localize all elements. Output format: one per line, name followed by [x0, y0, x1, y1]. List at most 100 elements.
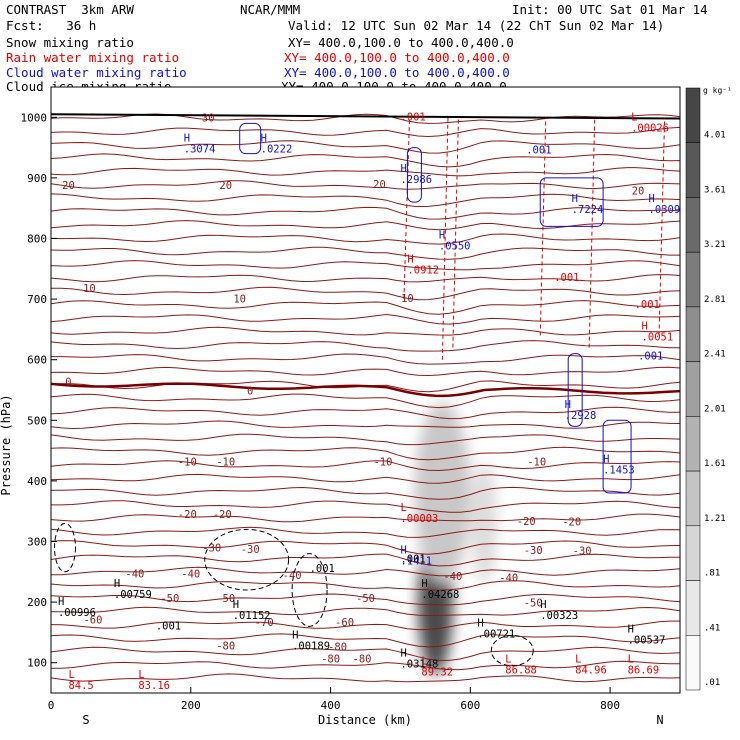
y-tick-label: 700 — [27, 293, 47, 306]
isotherm-label: 10 — [401, 293, 414, 305]
extremum-value: .00996 — [58, 607, 96, 619]
isotherm — [51, 326, 680, 336]
extremum-value: .1411 — [400, 556, 432, 568]
extremum-marker: L — [628, 654, 634, 666]
isotherm-label: -40 — [125, 569, 144, 581]
isotherm — [51, 140, 680, 154]
colorbar-tick-label: .41 — [704, 623, 720, 633]
cloud-ice-contour — [490, 634, 534, 667]
temperature-isotherms — [51, 113, 680, 683]
colorbar-swatch — [685, 525, 701, 581]
threshold-label: .001 — [526, 145, 551, 157]
isotherm-label: -60 — [335, 617, 354, 629]
x-tick-label: 0 — [48, 699, 55, 712]
field-rain-name: Rain water mixing ratio — [6, 50, 180, 65]
extremum-marker: H — [400, 648, 406, 660]
x-axis-title: Distance (km) — [318, 713, 412, 727]
isotherm-label: 20 — [62, 180, 75, 192]
isotherm — [51, 460, 680, 472]
cloud-water-contour — [567, 353, 583, 427]
cloud-water-contour — [539, 177, 604, 227]
colorbar-tick-label: 2.81 — [704, 295, 726, 305]
field-snow-xy: XY= 400.0,100.0 to 400.0,400.0 — [288, 35, 514, 50]
extremum-marker: H — [628, 623, 634, 635]
freezing-level-isotherm — [51, 382, 680, 398]
isotherm-label: -80 — [216, 641, 235, 653]
y-tick-label: 1000 — [21, 111, 48, 124]
extremum-value: .0051 — [642, 331, 674, 343]
isotherm-label: -40 — [283, 570, 302, 582]
isotherm — [51, 300, 680, 315]
y-axis-title: Pressure (hPa) — [0, 394, 13, 495]
isotherm-label: -20 — [517, 516, 536, 528]
isotherm-label: -30 — [573, 546, 592, 558]
isotherm — [51, 260, 680, 271]
isotherm-label: 20 — [373, 179, 386, 191]
isotherm-label: 0 — [65, 377, 71, 389]
rain-contour — [452, 117, 459, 348]
snow-core — [471, 462, 497, 584]
y-tick-label: 100 — [27, 657, 47, 670]
threshold-label: .001 — [310, 563, 335, 575]
isotherm — [51, 526, 680, 538]
x-tick-label: 400 — [321, 699, 341, 712]
isotherm-label: -10 — [527, 457, 546, 469]
rain-contour — [588, 117, 596, 348]
colorbar-swatch — [685, 470, 701, 527]
surface-line — [51, 113, 680, 120]
isotherm-label: -30 — [524, 545, 543, 557]
isotherm — [51, 313, 680, 325]
x-tick-label: 600 — [460, 699, 480, 712]
field-cloudwater-name: Cloud water mixing ratio — [6, 65, 187, 80]
extremum-marker: H — [572, 193, 578, 205]
center-name: NCAR/MMM — [240, 2, 301, 17]
extremum-marker: H — [292, 629, 298, 641]
extremum-value: 86.88 — [505, 665, 537, 677]
isotherm-label: -10 — [373, 457, 392, 469]
colorbar-swatch — [685, 635, 701, 691]
extremum-value: .00026 — [631, 122, 669, 134]
isotherm-label: -40 — [443, 571, 462, 583]
colorbar-swatch — [685, 251, 701, 308]
isotherm-label: 20 — [632, 186, 645, 198]
colorbar-swatch — [685, 142, 701, 198]
extremum-value: .01152 — [233, 610, 271, 622]
isotherm — [51, 660, 680, 671]
cloud-ice-contour — [204, 528, 290, 591]
extremum-value: .1453 — [603, 465, 635, 477]
threshold-label: .001 — [400, 554, 425, 566]
isotherm — [51, 233, 680, 245]
isotherm-label: 30 — [202, 112, 215, 124]
extremum-marker: H — [114, 578, 120, 590]
extremum-value: .0222 — [261, 144, 293, 156]
extremum-marker: L — [631, 111, 637, 123]
isotherm — [51, 446, 680, 461]
extremum-marker: H — [565, 399, 571, 411]
extremum-value: .00323 — [540, 610, 578, 622]
extremum-marker: H — [540, 599, 546, 611]
north-label: N — [656, 713, 663, 727]
threshold-label: .001 — [400, 111, 425, 123]
isotherm — [51, 206, 680, 220]
colorbar-tick-label: 2.41 — [704, 350, 726, 360]
isotherm-label: -30 — [241, 544, 260, 556]
extremum-marker: L — [400, 502, 406, 514]
valid-time: Valid: 12 UTC Sun 02 Mar 14 (22 ChT Sun … — [288, 18, 665, 33]
isotherm — [51, 580, 680, 591]
colorbar-tick-label: .01 — [704, 678, 720, 688]
plot-frame — [50, 86, 681, 694]
extremum-value: .00537 — [628, 634, 666, 646]
isotherm — [51, 620, 680, 631]
isotherm-label: -80 — [321, 653, 340, 665]
colorbar-tick-label: 1.21 — [704, 514, 726, 524]
isotherm — [51, 500, 680, 513]
init-time: Init: 00 UTC Sat 01 Mar 14 — [512, 2, 708, 17]
isotherm-label: -50 — [524, 598, 543, 610]
cloud-water-contour — [406, 147, 422, 203]
isotherm — [51, 366, 680, 377]
y-tick-label: 600 — [27, 354, 47, 367]
isotherm-label: -20 — [178, 509, 197, 521]
extremum-marker: H — [407, 254, 413, 266]
isotherm — [51, 633, 680, 648]
